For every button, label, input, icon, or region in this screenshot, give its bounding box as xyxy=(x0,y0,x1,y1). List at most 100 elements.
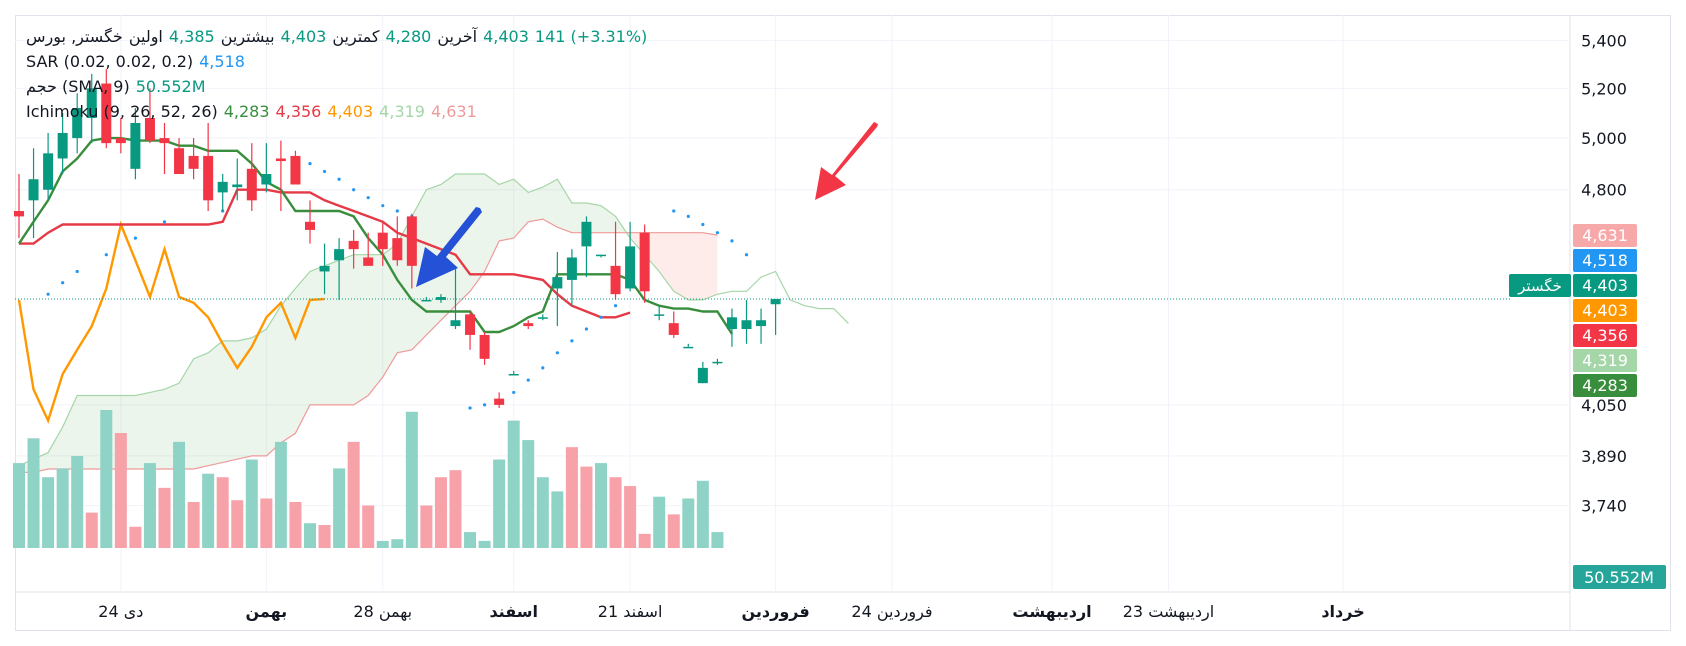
candles xyxy=(14,69,781,408)
volume-bar xyxy=(274,441,287,548)
volume-bar xyxy=(667,514,680,548)
candle-body xyxy=(697,367,708,384)
volume-bar xyxy=(493,459,506,548)
time-axis-label: 24 دی xyxy=(98,602,143,621)
legend-sar-value: 4,518 xyxy=(199,52,245,71)
candle xyxy=(741,299,752,344)
candle-body xyxy=(377,232,388,250)
price-axis-label: 4,800 xyxy=(1581,181,1627,200)
time-axis-label: بهمن xyxy=(245,602,287,621)
candle-body xyxy=(552,277,563,289)
volume-bar xyxy=(653,496,666,548)
chart-legend: خگستر, بورس اولین 4,385 بیشترین 4,403 کمتر… xyxy=(26,24,647,124)
volume-bar xyxy=(711,532,724,548)
candle-body xyxy=(319,265,330,272)
legend-sar-row[interactable]: SAR (0.02, 0.02, 0.2) 4,518 xyxy=(26,49,647,74)
volume-bar xyxy=(405,411,418,548)
candle xyxy=(363,232,374,266)
candle-body xyxy=(712,361,723,364)
price-tag: 4,283 xyxy=(1573,374,1637,397)
volume-bar xyxy=(347,441,360,548)
legend-close-label: آخرین xyxy=(437,27,478,46)
candle-body xyxy=(188,155,199,169)
legend-ichimoku-row[interactable]: Ichimoku (9, 26, 52, 26) 4,283 4,356 4,4… xyxy=(26,99,647,124)
time-axis-label: 28 بهمن xyxy=(353,602,412,622)
candle-body xyxy=(726,317,737,330)
sar-dot xyxy=(526,378,530,382)
legend-low-label: کمترین xyxy=(332,27,380,46)
legend-volume-row[interactable]: حجم (SMA, 9) 50.552M xyxy=(26,74,647,99)
candle xyxy=(275,140,286,212)
candle-body xyxy=(683,346,694,349)
volume-bar xyxy=(507,420,520,548)
candle-body xyxy=(770,299,781,305)
candle-body xyxy=(639,232,650,292)
candle xyxy=(159,122,170,175)
candle xyxy=(523,320,534,330)
candle-body xyxy=(479,334,490,359)
candle xyxy=(625,221,636,292)
blue-arrow-icon[interactable] xyxy=(416,207,482,287)
candle-body xyxy=(203,155,214,201)
sar-dot xyxy=(395,209,399,213)
volume-bar xyxy=(464,532,477,548)
sar-dot xyxy=(584,327,589,331)
base-line xyxy=(19,188,631,319)
time-axis[interactable]: 24 دی بهمن 28 بهمن اسفند 21 اسفند فروردین 24 ف… xyxy=(98,602,1364,622)
sar-dot xyxy=(162,220,167,224)
legend-open: 4,385 xyxy=(168,27,215,46)
candle xyxy=(770,299,781,335)
price-axis-label: 5,200 xyxy=(1581,79,1627,98)
candle-body xyxy=(334,249,345,261)
candle-body xyxy=(756,320,767,327)
candle-body xyxy=(596,254,606,257)
legend-low: 4,280 xyxy=(385,27,432,46)
candle xyxy=(188,138,199,180)
price-tag-box xyxy=(1573,249,1637,272)
candle xyxy=(639,224,650,303)
volume-bar xyxy=(85,512,98,548)
price-tag: 4,518 xyxy=(1573,249,1637,272)
candle-body xyxy=(566,257,577,280)
candle xyxy=(654,305,665,321)
volume-bar xyxy=(362,505,375,548)
volume-bar xyxy=(260,498,273,548)
sar-dot xyxy=(483,403,487,407)
sar-dot xyxy=(75,269,79,274)
legend-change: 141 (+3.31%) xyxy=(534,27,648,46)
red-arrow-icon[interactable] xyxy=(815,122,878,200)
price-tag-box xyxy=(1573,349,1637,372)
candle xyxy=(566,249,577,306)
volume-bar xyxy=(536,477,549,548)
price-tag-label: 4,283 xyxy=(1582,376,1628,395)
candle-body xyxy=(72,108,83,139)
candle xyxy=(290,150,301,185)
candle xyxy=(552,251,563,327)
candle xyxy=(377,221,388,266)
candle xyxy=(57,112,68,175)
legend-ichimoku-base: 4,356 xyxy=(275,102,322,121)
sar-dot xyxy=(686,214,690,219)
sar-dot xyxy=(512,390,516,395)
candle-body xyxy=(668,323,679,335)
legend-close: 4,403 xyxy=(483,27,529,46)
candle-body xyxy=(348,240,359,250)
candle xyxy=(537,314,548,321)
sar-dot xyxy=(701,222,705,227)
candle xyxy=(86,73,97,144)
candle-body xyxy=(523,323,534,327)
candle xyxy=(406,213,417,289)
candle xyxy=(435,294,446,303)
legend-symbol[interactable]: خگستر, بورس xyxy=(26,27,123,46)
price-axis[interactable]: 5,400 5,200 5,000 4,800 4,050 3,890 3,740 xyxy=(1581,32,1627,516)
candle-body xyxy=(86,88,97,118)
volume-bar xyxy=(231,500,244,548)
candle-body xyxy=(275,158,286,162)
sar-dot xyxy=(672,209,676,213)
candle xyxy=(261,143,272,193)
time-axis-label: 21 اسفند xyxy=(598,602,663,621)
volume-bar xyxy=(202,473,215,548)
volume-bar xyxy=(114,433,127,548)
candle xyxy=(232,158,243,201)
